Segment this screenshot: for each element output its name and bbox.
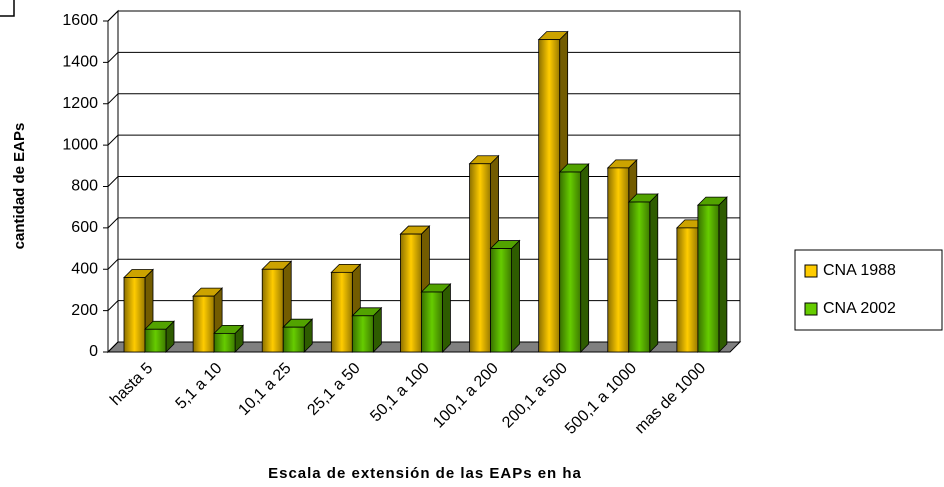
bar: [261, 268, 284, 353]
y-tick-label: 1000: [62, 136, 98, 153]
bar: [123, 277, 146, 353]
y-tick-label: 1200: [62, 95, 98, 112]
bar-side: [718, 196, 728, 353]
bar: [351, 315, 374, 353]
grid-line: [107, 176, 740, 187]
x-axis-title: Escala de extensión de las EAPs en ha: [268, 465, 582, 482]
bar-side: [442, 283, 451, 353]
x-tick-label: 200,1 a 500: [499, 360, 571, 432]
y-axis-title: cantidad de EAPs: [11, 123, 28, 250]
bar: [490, 248, 512, 353]
x-tick-label: 5,1 a 10: [173, 360, 226, 413]
bar-side: [649, 193, 659, 353]
grid-line: [107, 10, 740, 22]
y-tick-label: 1600: [62, 12, 98, 29]
legend-box: [794, 249, 943, 331]
x-tick-label: 100,1 a 200: [430, 360, 502, 432]
legend-swatch: [804, 264, 818, 278]
y-tick-label: 800: [71, 178, 98, 195]
bar: [559, 171, 582, 353]
y-tick-label: 0: [89, 343, 98, 360]
grid-line: [107, 300, 740, 311]
bar: [469, 163, 491, 353]
bar: [144, 328, 167, 353]
y-tick-label: 200: [71, 302, 98, 319]
bar: [421, 291, 443, 353]
bar: [330, 271, 353, 353]
x-tick-label: 50,1 a 100: [367, 360, 433, 426]
bar: [607, 167, 630, 353]
grid-line: [107, 341, 740, 353]
legend-swatch: [804, 302, 818, 316]
bar-side: [580, 163, 590, 353]
legend-label: CNA 2002: [823, 300, 896, 317]
bar: [192, 295, 215, 353]
bar: [282, 326, 305, 353]
grid-line: [107, 217, 740, 229]
grid-line: [107, 134, 740, 146]
x-tick-label: 10,1 a 25: [235, 360, 294, 419]
bar: [628, 201, 651, 353]
y-tick-label: 600: [71, 219, 98, 236]
bar: [213, 332, 236, 353]
x-tick-label: hasta 5: [107, 360, 156, 409]
legend-label: CNA 1988: [823, 262, 896, 279]
grid-line: [107, 51, 740, 63]
x-tick-label: 500,1 a 1000: [562, 360, 640, 438]
grid-line: [107, 258, 740, 270]
bar: [538, 39, 561, 353]
bar: [400, 233, 422, 353]
x-tick-label: mas de 1000: [632, 360, 710, 438]
bar: [676, 227, 699, 353]
bar-side: [511, 239, 520, 353]
y-tick-label: 1400: [62, 54, 98, 71]
grid-line: [107, 93, 740, 105]
y-tick-label: 400: [71, 260, 98, 277]
bar: [697, 204, 720, 353]
frame-corner: [0, 0, 15, 17]
x-tick-label: 25,1 a 50: [304, 360, 363, 419]
